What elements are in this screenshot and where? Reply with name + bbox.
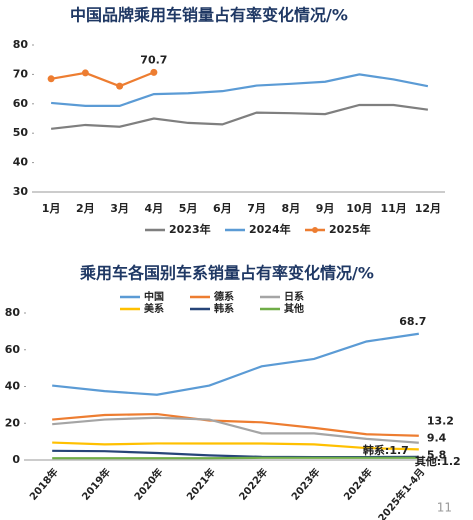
x-tick-label: 1月 (42, 202, 61, 215)
page-number: 11 (437, 501, 452, 515)
data-label: 70.7 (140, 53, 167, 66)
x-tick-label: 6月 (213, 202, 232, 215)
x-tick-label: 11月 (380, 202, 406, 215)
legend-label: 德系 (213, 290, 234, 303)
legend-label: 2025年 (329, 222, 371, 236)
x-tick-label: 4月 (145, 202, 164, 215)
y-tick-label: 70 (13, 67, 29, 80)
data-label: 13.2 (427, 415, 454, 428)
data-label: 9.4 (427, 432, 447, 445)
legend-label: 韩系 (214, 302, 234, 315)
y-tick-label: 30 (13, 185, 29, 198)
x-tick-label: 2021年 (184, 466, 218, 503)
x-tick-label: 3月 (110, 202, 129, 215)
series-line (50, 71, 155, 88)
x-tick-label: 7月 (247, 202, 266, 215)
x-tick-label: 5月 (179, 202, 198, 215)
y-tick-label: 20 (5, 416, 21, 429)
series-line (51, 73, 429, 107)
x-tick-label: 2019年 (79, 466, 113, 503)
y-tick-label: 60 (5, 343, 21, 356)
legend-label: 2023年 (169, 222, 211, 236)
data-label: 韩系:1.7 (363, 443, 409, 457)
y-tick-label: 40 (5, 380, 21, 393)
x-tick-label: 2023年 (288, 466, 322, 503)
x-tick-label: 10月 (346, 202, 372, 215)
y-tick-label: 50 (13, 126, 29, 139)
point (150, 68, 158, 76)
data-label: 其他:1.2 (415, 454, 461, 468)
legend-label: 中国 (144, 290, 164, 303)
y-tick-label: 80 (5, 306, 21, 319)
legend-label: 其他 (284, 302, 304, 315)
y-tick-label: 60 (13, 97, 29, 110)
point (47, 75, 55, 83)
y-tick-label: 40 (13, 156, 29, 169)
legend-marker (312, 227, 318, 233)
legend-label: 日系 (284, 290, 304, 303)
y-tick-label: 80 (13, 38, 29, 51)
series-line (52, 441, 419, 451)
data-label: 5.8 (427, 448, 447, 461)
series-line (52, 332, 419, 396)
x-tick-label: 9月 (316, 202, 335, 215)
chart-title: 乘用车各国别车系销量占有率变化情况/% (79, 264, 374, 283)
series-line (51, 103, 429, 130)
x-tick-label: 2024年 (341, 466, 375, 503)
data-label: 68.7 (399, 315, 426, 328)
series-line (52, 412, 419, 437)
x-tick-label: 2月 (76, 202, 95, 215)
x-tick-label: 8月 (282, 202, 301, 215)
x-tick-label: 2025年1-4月 (375, 466, 427, 520)
x-tick-label: 2022年 (236, 466, 270, 503)
chart-title: 中国品牌乘用车销量占有率变化情况/% (70, 6, 348, 25)
y-tick-label: 0 (12, 453, 20, 466)
legend-label: 美系 (144, 302, 164, 315)
legend-label: 2024年 (249, 222, 291, 236)
x-tick-label: 2018年 (26, 466, 60, 503)
series-line (52, 416, 419, 444)
x-tick-label: 2020年 (131, 466, 165, 503)
x-tick-label: 12月 (415, 202, 441, 215)
point (116, 82, 124, 90)
point (81, 69, 89, 77)
